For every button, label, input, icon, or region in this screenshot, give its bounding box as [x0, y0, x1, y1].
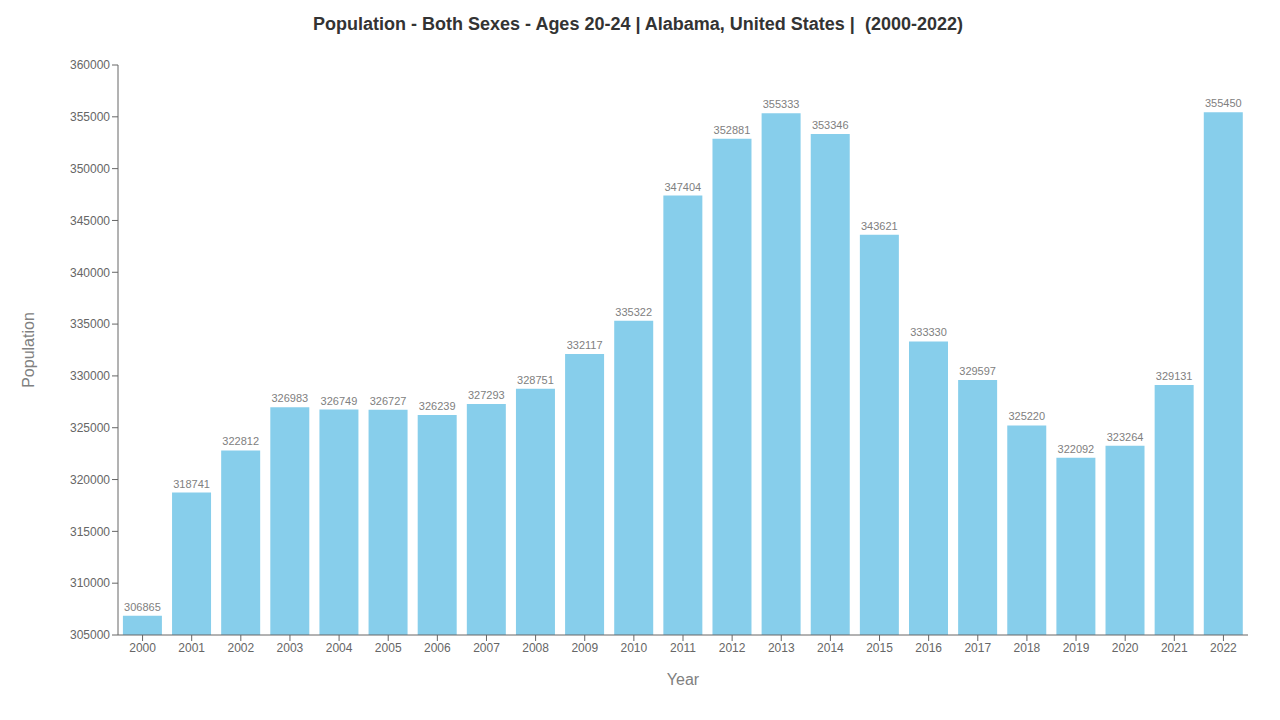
svg-text:329597: 329597 — [959, 365, 996, 377]
svg-text:2020: 2020 — [1112, 641, 1139, 655]
svg-text:328751: 328751 — [517, 374, 554, 386]
svg-text:326727: 326727 — [370, 395, 407, 407]
svg-text:2013: 2013 — [768, 641, 795, 655]
svg-text:332117: 332117 — [567, 339, 603, 351]
svg-text:326983: 326983 — [271, 392, 308, 404]
svg-text:2018: 2018 — [1014, 641, 1041, 655]
svg-text:350000: 350000 — [70, 162, 110, 176]
svg-text:Year: Year — [667, 671, 700, 688]
svg-text:2003: 2003 — [277, 641, 304, 655]
svg-text:320000: 320000 — [70, 473, 110, 487]
svg-text:2008: 2008 — [522, 641, 549, 655]
svg-text:2005: 2005 — [375, 641, 402, 655]
svg-text:322092: 322092 — [1058, 443, 1095, 455]
svg-text:325220: 325220 — [1008, 410, 1045, 422]
svg-text:323264: 323264 — [1107, 431, 1144, 443]
svg-text:330000: 330000 — [70, 369, 110, 383]
html-text:Population - Both Sexes - Ages: Population - Both Sexes - Ages 20-24 | A… — [313, 14, 963, 34]
svg-text:345000: 345000 — [70, 214, 110, 228]
svg-text:2016: 2016 — [915, 641, 942, 655]
svg-text:355333: 355333 — [763, 98, 800, 110]
svg-text:310000: 310000 — [70, 576, 110, 590]
svg-text:343621: 343621 — [861, 220, 898, 232]
svg-text:2015: 2015 — [866, 641, 893, 655]
svg-text:306865: 306865 — [124, 601, 161, 613]
svg-text:347404: 347404 — [664, 181, 701, 193]
svg-text:327293: 327293 — [468, 389, 505, 401]
svg-text:322812: 322812 — [222, 435, 259, 447]
svg-text:360000: 360000 — [70, 58, 110, 72]
svg-text:355000: 355000 — [70, 110, 110, 124]
svg-text:353346: 353346 — [812, 119, 849, 131]
svg-text:352881: 352881 — [714, 124, 751, 136]
svg-text:355450: 355450 — [1205, 97, 1242, 109]
svg-text:2009: 2009 — [571, 641, 598, 655]
svg-text:335000: 335000 — [70, 317, 110, 331]
svg-text:326749: 326749 — [321, 395, 358, 407]
svg-text:2002: 2002 — [227, 641, 254, 655]
svg-text:329131: 329131 — [1156, 370, 1193, 382]
svg-text:2001: 2001 — [178, 641, 205, 655]
svg-text:2012: 2012 — [719, 641, 746, 655]
svg-text:333330: 333330 — [910, 326, 947, 338]
svg-text:2017: 2017 — [964, 641, 991, 655]
svg-text:2006: 2006 — [424, 641, 451, 655]
svg-text:2019: 2019 — [1063, 641, 1090, 655]
svg-text:2004: 2004 — [326, 641, 353, 655]
svg-text:325000: 325000 — [70, 421, 110, 435]
svg-text:305000: 305000 — [70, 628, 110, 642]
svg-text:2021: 2021 — [1161, 641, 1188, 655]
svg-text:2007: 2007 — [473, 641, 500, 655]
svg-text:335322: 335322 — [615, 306, 652, 318]
svg-text:2022: 2022 — [1210, 641, 1237, 655]
svg-text:315000: 315000 — [70, 525, 110, 539]
svg-text:2000: 2000 — [129, 641, 156, 655]
svg-text:340000: 340000 — [70, 266, 110, 280]
svg-text:318741: 318741 — [173, 478, 210, 490]
svg-text:2011: 2011 — [670, 641, 696, 655]
svg-text:2010: 2010 — [621, 641, 648, 655]
svg-text:326239: 326239 — [419, 400, 456, 412]
svg-text:2014: 2014 — [817, 641, 844, 655]
svg-text:Population: Population — [20, 312, 37, 388]
